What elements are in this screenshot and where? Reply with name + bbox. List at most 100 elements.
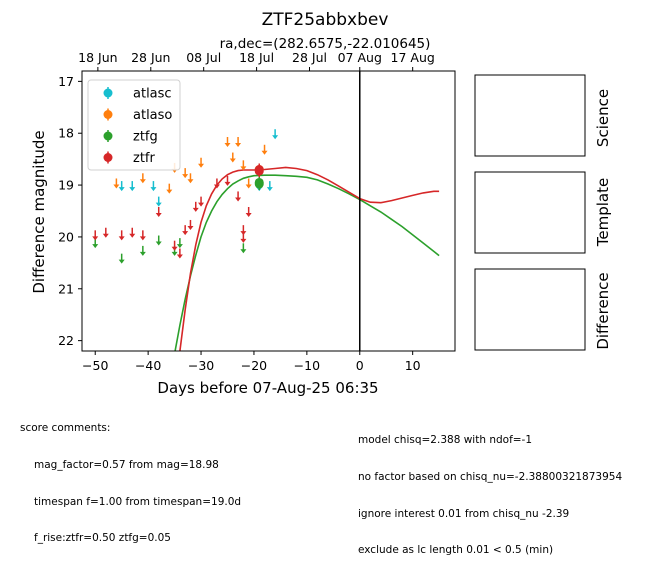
upper-limit-ztfr xyxy=(213,178,220,189)
y-tick-label: 22 xyxy=(58,333,74,348)
upper-limit-atlaso xyxy=(261,144,268,155)
y-tick-label: 20 xyxy=(58,229,74,244)
upper-limit-ztfg xyxy=(240,243,247,254)
upper-limit-ztfr xyxy=(92,230,99,241)
model-curve-ztfg xyxy=(174,174,440,351)
upper-limit-ztfr xyxy=(235,191,242,202)
score-comment-line: f_rise:ztfr=0.50 ztfg=0.05 xyxy=(34,532,171,545)
upper-limit-ztfg xyxy=(155,235,162,246)
model-curve-ztfr xyxy=(179,166,440,351)
upper-limit-atlaso xyxy=(235,137,242,147)
legend-item-ztfg: ztfg xyxy=(103,130,158,145)
upper-limit-ztfr xyxy=(102,227,109,238)
legend: atlasc atlaso ztfg ztfr xyxy=(87,79,181,171)
legend-marker xyxy=(103,88,113,98)
model-comments: model chisq=2.388 with ndof=-1 no factor… xyxy=(358,410,622,569)
legend-item-atlasc: atlasc xyxy=(103,87,172,102)
x-tick-label: −10 xyxy=(294,358,320,373)
upper-limit-ztfr xyxy=(240,232,247,243)
score-comments: score comments: mag_factor=0.57 from mag… xyxy=(20,398,241,557)
legend-box xyxy=(87,79,181,171)
legend-item-ztfr: ztfr xyxy=(103,151,155,166)
upper-limit-ztfr xyxy=(192,201,199,212)
upper-limit-atlasc xyxy=(150,181,157,192)
upper-limit-atlaso xyxy=(139,173,146,184)
light-curve-figure: ZTF25abbxbev ra,dec=(282.6575,-22.010645… xyxy=(30,10,612,397)
template-panel xyxy=(474,171,586,254)
score-comment-line: timespan f=1.00 from timespan=19.0d xyxy=(34,495,242,508)
legend-marker xyxy=(103,153,113,162)
upper-limit-atlasc xyxy=(266,181,273,192)
y-tick-label: 19 xyxy=(58,178,74,193)
legend-item-atlaso: atlaso xyxy=(103,108,172,123)
upper-limit-ztfr xyxy=(182,225,189,236)
legend-marker xyxy=(103,131,113,141)
upper-limit-ztfr xyxy=(245,207,252,217)
upper-limit-ztfr xyxy=(129,227,136,238)
upper-limit-atlaso xyxy=(187,173,194,184)
x-tick-label: 10 xyxy=(405,358,421,373)
top-tick-label: 28 Jul xyxy=(292,50,327,65)
score-comment-line: mag_factor=0.57 from mag=18.98 xyxy=(34,459,219,472)
upper-limit-ztfr xyxy=(187,219,194,230)
data-points xyxy=(92,129,279,264)
model-comment-line: model chisq=2.388 with ndof=-1 xyxy=(358,434,533,447)
top-tick-label: 18 Jun xyxy=(78,50,117,65)
upper-limit-ztfr xyxy=(171,240,178,251)
model-comment-line: exclude as lc length 0.01 < 0.5 (min) xyxy=(358,544,554,557)
y-axis-ticks: 17 18 19 20 21 22 xyxy=(58,74,82,348)
upper-limit-ztfr xyxy=(198,196,205,207)
x-tick-label: −50 xyxy=(82,358,108,373)
legend-marker xyxy=(103,110,113,119)
model-curves xyxy=(174,166,440,351)
top-tick-label: 07 Aug xyxy=(338,50,382,65)
detection-ztfr xyxy=(254,163,264,176)
top-tick-label: 18 Jul xyxy=(239,50,274,65)
model-comment-line: ignore interest 0.01 from chisq_nu -2.39 xyxy=(358,507,570,520)
upper-limit-atlasc xyxy=(155,196,162,207)
legend-label: ztfg xyxy=(133,130,158,145)
model-comment-line: no factor based on chisq_nu=-2.388003218… xyxy=(358,471,623,484)
difference-panel-label: Difference xyxy=(594,272,612,349)
science-panel-label: Science xyxy=(594,89,612,147)
upper-limit-atlaso xyxy=(245,178,252,189)
upper-limit-atlaso xyxy=(240,160,247,171)
x-tick-label: −20 xyxy=(241,358,267,373)
detection-ztfg xyxy=(254,176,264,189)
upper-limit-atlasc xyxy=(118,181,125,192)
difference-panel xyxy=(474,268,586,351)
upper-limit-ztfr xyxy=(139,230,146,241)
chart-subtitle: ra,dec=(282.6575,-22.010645) xyxy=(220,36,431,52)
legend-label: atlasc xyxy=(133,87,172,102)
x-tick-label: −30 xyxy=(188,358,214,373)
upper-limit-ztfg xyxy=(139,245,146,256)
score-comments-heading: score comments: xyxy=(20,422,111,435)
upper-limit-atlasc xyxy=(272,129,279,140)
y-axis-label: Difference magnitude xyxy=(30,130,48,293)
top-tick-label: 17 Aug xyxy=(391,50,435,65)
upper-limit-atlaso xyxy=(198,157,205,168)
template-panel-label: Template xyxy=(594,178,612,247)
x-tick-label: −40 xyxy=(135,358,161,373)
upper-limit-ztfr xyxy=(155,207,162,217)
x-tick-label: 0 xyxy=(356,358,364,373)
upper-limit-ztfr xyxy=(118,230,125,241)
x-axis-label: Days before 07-Aug-25 06:35 xyxy=(157,379,378,397)
upper-limit-ztfr xyxy=(176,248,183,259)
x-axis-ticks: −50 −40 −30 −20 −10 0 10 xyxy=(82,351,421,373)
upper-limit-ztfr xyxy=(224,175,231,186)
top-date-axis: 18 Jun 28 Jun 08 Jul 18 Jul 28 Jul 07 Aug 17 A… xyxy=(78,50,435,71)
y-tick-label: 18 xyxy=(58,126,74,141)
legend-label: ztfr xyxy=(133,151,155,166)
upper-limit-atlaso xyxy=(224,137,231,147)
upper-limit-atlaso xyxy=(166,183,173,194)
upper-limit-ztfg xyxy=(176,238,183,249)
chart-title: ZTF25abbxbev xyxy=(262,10,389,30)
upper-limit-atlaso xyxy=(182,168,189,179)
top-tick-label: 28 Jun xyxy=(131,50,170,65)
science-panel xyxy=(474,74,586,157)
upper-limit-atlaso xyxy=(229,152,236,163)
top-tick-label: 08 Jul xyxy=(186,50,221,65)
y-tick-label: 21 xyxy=(58,281,74,296)
upper-limit-atlasc xyxy=(129,181,136,192)
